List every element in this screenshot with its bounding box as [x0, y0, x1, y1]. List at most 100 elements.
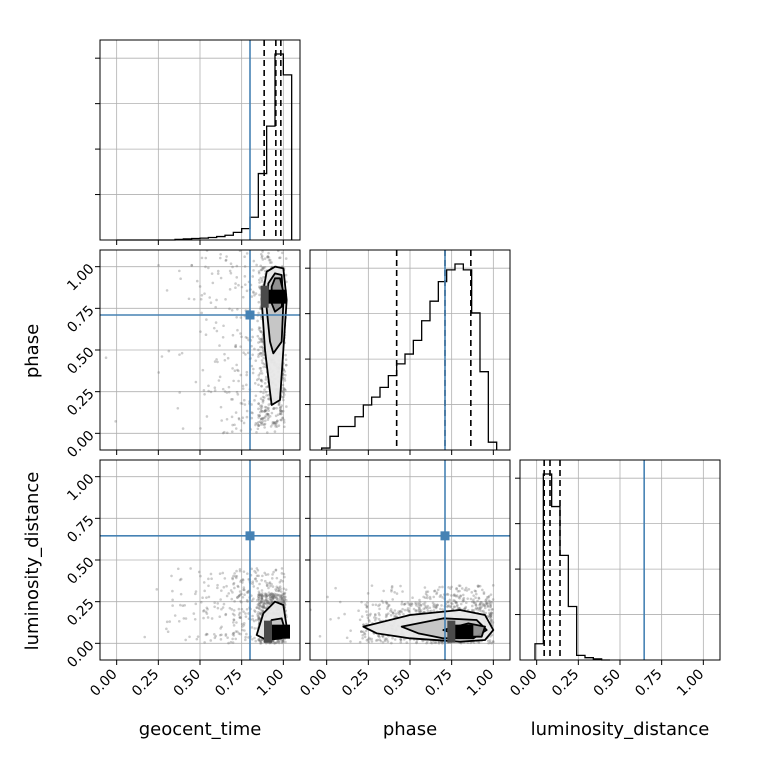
- sample-point: [271, 640, 275, 643]
- sample-point: [179, 577, 183, 581]
- sample-point: [250, 295, 254, 298]
- sample-point: [259, 612, 262, 616]
- sample-point: [259, 264, 263, 268]
- sample-point: [401, 607, 404, 611]
- sample-point: [283, 370, 287, 373]
- sample-point: [280, 638, 284, 642]
- sample-point: [260, 593, 264, 597]
- sample-point: [279, 418, 282, 422]
- sample-point: [219, 252, 222, 256]
- sample-point: [452, 605, 456, 608]
- sample-point: [264, 595, 268, 599]
- sample-point: [265, 581, 269, 585]
- sample-point: [280, 409, 283, 413]
- sample-point: [258, 601, 261, 604]
- sample-point: [232, 379, 235, 383]
- sample-point: [272, 641, 276, 645]
- sample-point: [268, 593, 272, 596]
- sample-point: [457, 596, 461, 599]
- sample-point: [236, 630, 239, 633]
- sample-point: [181, 427, 185, 430]
- sample-point: [236, 596, 239, 599]
- sample-point: [216, 606, 220, 610]
- sample-point: [273, 592, 276, 596]
- sample-point: [257, 374, 261, 377]
- sample-point: [489, 600, 492, 604]
- sample-point: [266, 407, 270, 411]
- sample-point: [243, 593, 246, 597]
- sample-point: [209, 301, 213, 305]
- sample-point: [242, 622, 246, 625]
- sample-point: [194, 602, 198, 606]
- sample-point: [260, 384, 263, 388]
- sample-point: [203, 589, 206, 593]
- sample-point: [265, 431, 269, 434]
- sample-point: [184, 617, 188, 620]
- sample-point: [462, 596, 466, 600]
- sample-point: [283, 388, 286, 391]
- sample-point: [261, 266, 265, 269]
- sample-point: [245, 598, 249, 602]
- sample-point: [258, 286, 262, 290]
- sample-point: [223, 358, 227, 362]
- sample-point: [436, 603, 439, 607]
- sample-point: [432, 641, 436, 644]
- panels: 0.00 0.25 0.50 0.75 1.000.000.250.500.751.00…: [64, 39, 721, 700]
- sample-point: [261, 423, 265, 426]
- sample-point: [229, 589, 233, 592]
- sample-point: [385, 601, 388, 605]
- sample-point: [266, 599, 269, 603]
- sample-point: [254, 423, 257, 427]
- sample-point: [478, 606, 482, 609]
- sample-point: [488, 639, 492, 642]
- sample-point: [464, 607, 467, 610]
- sample-point: [252, 290, 255, 294]
- sample-point: [478, 584, 482, 588]
- sample-point: [171, 598, 174, 602]
- x-tick-label: 1.00: [254, 666, 287, 699]
- sample-point: [234, 345, 237, 348]
- sample-point: [200, 293, 204, 297]
- sample-point: [238, 569, 242, 573]
- sample-point: [202, 616, 205, 620]
- sample-point: [359, 630, 363, 633]
- sample-point: [272, 570, 275, 574]
- sample-point: [240, 600, 243, 604]
- sample-point: [258, 592, 261, 595]
- sample-point: [240, 607, 244, 611]
- sample-point: [266, 601, 270, 605]
- sample-point: [216, 586, 219, 590]
- sample-point: [280, 640, 284, 643]
- sample-point: [266, 255, 269, 259]
- sample-point: [414, 609, 418, 613]
- sample-point: [432, 604, 435, 607]
- sample-point: [168, 620, 172, 623]
- sample-point: [490, 601, 494, 604]
- sample-point: [283, 592, 286, 596]
- sample-point: [205, 415, 209, 418]
- sample-point: [224, 612, 228, 616]
- sample-point: [373, 613, 377, 616]
- sample-point: [489, 619, 493, 622]
- sample-point: [257, 402, 260, 406]
- sample-point: [241, 295, 245, 299]
- sample-point: [195, 637, 199, 641]
- sample-point: [238, 616, 242, 619]
- sample-point: [358, 618, 362, 622]
- sample-point: [262, 599, 265, 603]
- sample-point: [242, 623, 246, 627]
- sample-point: [220, 589, 223, 592]
- sample-point: [231, 633, 235, 636]
- sample-point: [377, 634, 380, 638]
- sample-point: [454, 601, 457, 604]
- sample-point: [367, 640, 371, 644]
- sample-point: [435, 604, 438, 607]
- sample-point: [224, 634, 228, 637]
- sample-point: [491, 607, 494, 611]
- sample-point: [245, 373, 248, 377]
- sample-point: [276, 587, 279, 590]
- pair-content: [310, 584, 495, 645]
- sample-point: [279, 579, 283, 582]
- sample-point: [270, 411, 274, 415]
- sample-point: [235, 264, 239, 268]
